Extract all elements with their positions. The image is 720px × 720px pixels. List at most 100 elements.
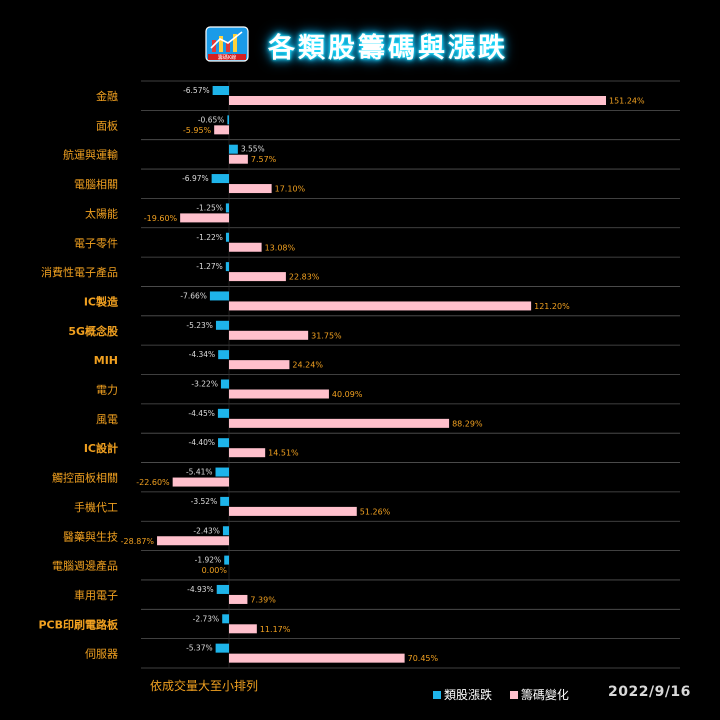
bar-series1 <box>225 262 229 272</box>
bar-series1 <box>224 555 229 565</box>
bar-series1 <box>215 320 229 330</box>
category-label: 電腦週邊產品 <box>52 559 118 573</box>
bar-series1 <box>227 115 229 125</box>
bar-series2 <box>180 213 229 223</box>
data-label-series2: 70.45% <box>408 654 439 663</box>
category-label: 太陽能 <box>85 206 118 220</box>
data-label-series1: -6.97% <box>182 174 209 183</box>
bar-series1 <box>220 379 229 389</box>
data-label-series2: 0.00% <box>202 566 228 575</box>
bar-series2 <box>157 536 229 546</box>
bar-series1 <box>215 643 229 653</box>
data-label-series1: 3.55% <box>241 145 265 154</box>
bar-series2 <box>229 624 257 634</box>
data-label-series1: -1.25% <box>196 203 223 212</box>
category-label: 金融 <box>96 89 118 103</box>
bar-series1 <box>229 144 238 154</box>
legend-label-series2: 籌碼變化 <box>520 688 569 702</box>
data-label-series2: 121.20% <box>534 302 570 311</box>
data-label-series2: 17.10% <box>275 185 306 194</box>
legend: 類股漲跌 籌碼變化 <box>433 686 583 703</box>
bar-series2 <box>229 184 272 194</box>
data-label-series1: -4.93% <box>187 585 214 594</box>
bar-series1 <box>220 496 229 506</box>
data-label-series1: -2.43% <box>193 526 220 535</box>
bar-series1 <box>216 584 229 594</box>
bar-series1 <box>217 408 229 418</box>
bar-series2 <box>229 330 309 340</box>
bar-series2 <box>229 301 532 311</box>
category-label: 車用電子 <box>74 588 118 602</box>
legend-label-series1: 類股漲跌 <box>444 688 493 702</box>
data-label-series2: 24.24% <box>292 361 323 370</box>
data-label-series1: -5.41% <box>186 468 213 477</box>
bar-series2 <box>229 506 357 516</box>
bar-chart: 金融 -6.57%151.24%面板 -0.65%-5.95%航運與運輸 3.55%7… <box>38 80 680 669</box>
data-label-series2: -5.95% <box>183 126 212 135</box>
data-label-series2: 40.09% <box>332 390 363 399</box>
data-label-series1: -1.27% <box>196 262 223 271</box>
category-label: PCB印刷電路板 <box>38 617 119 631</box>
bar-series1 <box>218 438 229 448</box>
category-label: 醫藥與生技 <box>63 529 118 543</box>
logo-text: 籌碼K線 <box>218 54 236 61</box>
data-label-series2: 51.26% <box>360 507 391 516</box>
bar-series2 <box>229 272 286 282</box>
page-title: 各類股籌碼與漲跌 <box>268 33 508 64</box>
category-label: 電子零件 <box>74 237 118 250</box>
data-label-series1: -5.37% <box>186 644 213 653</box>
data-label-series2: 7.57% <box>251 155 277 164</box>
data-label-series2: -22.60% <box>136 478 170 487</box>
data-label-series2: 22.83% <box>289 273 320 282</box>
data-label-series2: 14.51% <box>268 449 299 458</box>
data-label-series1: -6.57% <box>183 86 210 95</box>
data-label-series1: -4.40% <box>188 438 215 447</box>
category-label: 伺服器 <box>85 648 118 661</box>
bar-series2 <box>214 125 229 135</box>
bar-series1 <box>211 174 229 184</box>
data-label-series2: -19.60% <box>144 214 178 223</box>
bar-series1 <box>222 614 229 624</box>
data-label-series2: 151.24% <box>609 97 645 106</box>
legend-swatch-series2 <box>509 691 518 699</box>
data-label-series1: -2.73% <box>193 614 220 623</box>
data-label-series1: -0.65% <box>198 115 225 124</box>
bar-series1 <box>209 291 229 301</box>
sort-note: 依成交量大至小排列 <box>150 679 259 693</box>
category-label: MIH <box>94 354 118 367</box>
legend-item-series1: 類股漲跌 <box>433 686 492 703</box>
bar-series2 <box>229 653 405 663</box>
bar-series1 <box>215 467 229 477</box>
category-label: 面板 <box>96 118 118 132</box>
data-label-series1: -4.45% <box>188 409 215 418</box>
data-label-series2: 31.75% <box>311 331 342 340</box>
bar-series1 <box>212 86 229 95</box>
category-label: 5G概念股 <box>68 324 119 338</box>
category-label: IC製造 <box>84 294 119 308</box>
legend-item-series2: 籌碼變化 <box>509 686 569 703</box>
bar-series2 <box>229 242 262 252</box>
category-label: 觸控面板相關 <box>52 471 118 485</box>
bar-series2 <box>229 594 248 604</box>
bar-series2 <box>229 96 606 105</box>
category-label: 電腦相關 <box>74 177 118 191</box>
legend-swatch-series1 <box>433 691 441 699</box>
data-label-series1: -4.34% <box>189 350 216 359</box>
header: 籌碼K線 各類股籌碼與漲跌 <box>0 0 720 80</box>
category-label: 消費性電子產品 <box>41 265 118 279</box>
category-label: 風電 <box>96 413 118 426</box>
date-label: 2022/9/16 <box>608 684 691 700</box>
data-label-series1: -3.22% <box>191 380 218 389</box>
data-label-series2: 13.08% <box>265 243 296 252</box>
bar-series2 <box>229 389 329 399</box>
data-label-series2: 11.17% <box>260 625 291 634</box>
data-label-series1: -1.22% <box>196 233 223 242</box>
bar-series1 <box>218 350 229 360</box>
category-label: 電力 <box>96 384 118 397</box>
bar-series1 <box>222 526 229 536</box>
data-label-series1: -5.23% <box>186 321 213 330</box>
category-label: 航運與運輸 <box>63 148 118 162</box>
data-label-series1: -7.66% <box>180 291 207 300</box>
bar-series1 <box>225 232 229 242</box>
data-label-series2: 88.29% <box>452 419 483 428</box>
